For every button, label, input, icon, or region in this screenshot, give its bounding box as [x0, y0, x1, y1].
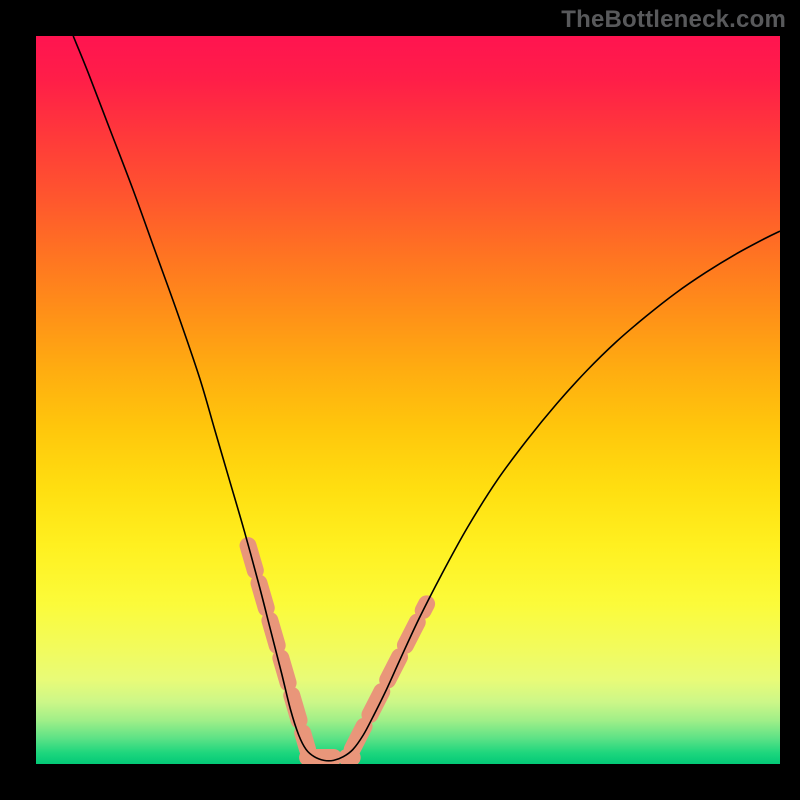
- watermark-text: TheBottleneck.com: [561, 6, 786, 34]
- chart-svg: [0, 0, 800, 800]
- plot-background: [36, 36, 780, 764]
- chart-frame: TheBottleneck.com: [0, 0, 800, 800]
